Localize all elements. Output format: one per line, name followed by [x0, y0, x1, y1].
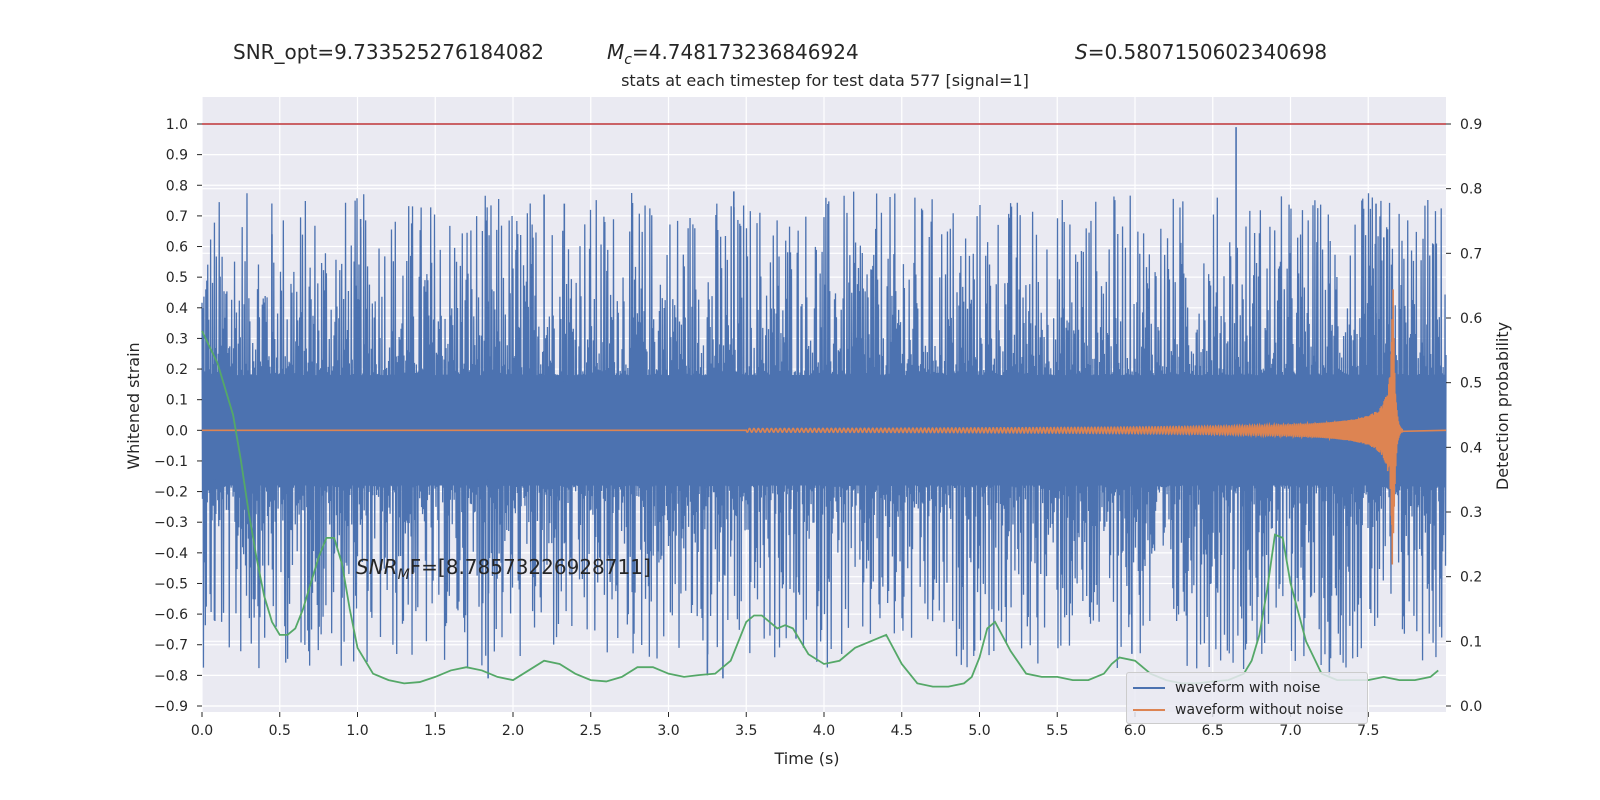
x-tick-label: 3.5 [735, 723, 757, 739]
x-tick-label: 7.0 [1279, 723, 1301, 739]
snr-mf-subscript: M [397, 567, 410, 583]
legend-swatch-clean [1133, 709, 1165, 711]
clean-trace [202, 289, 1447, 565]
left-y-tick-label: 1.0 [166, 117, 188, 133]
chirp-mass-value: =4.748173236846924 [631, 40, 859, 64]
right-y-axis-ticks: 0.9 0.8 0.7 0.6 0.5 0.4 0.3 0.2 0.1 0.0 [1446, 117, 1482, 715]
left-y-tick-label: 0.7 [166, 209, 188, 225]
left-y-tick-label: 0.0 [166, 423, 188, 439]
right-y-tick-label: 0.5 [1460, 376, 1482, 392]
left-y-tick-label: −0.3 [154, 515, 188, 531]
series-waveform-without-noise [202, 289, 1447, 565]
right-y-tick-label: 0.7 [1460, 246, 1482, 262]
left-y-tick-label: 0.5 [166, 270, 188, 286]
right-y-tick-label: 0.4 [1460, 440, 1482, 456]
left-y-tick-label: −0.9 [154, 699, 188, 715]
x-tick-label: 6.0 [1124, 723, 1146, 739]
s-statistic-label: S=0.5807150602340698 [1075, 40, 1327, 64]
left-y-tick-label: 0.4 [166, 301, 188, 317]
left-y-tick-label: −0.6 [154, 607, 188, 623]
x-tick-label: 4.0 [813, 723, 835, 739]
right-y-tick-label: 0.3 [1460, 505, 1482, 521]
legend-label-clean: waveform without noise [1175, 702, 1344, 718]
s-statistic-symbol: S [1075, 40, 1088, 64]
right-y-axis-label: Detection probability [1493, 322, 1512, 490]
x-tick-label: 3.0 [657, 723, 679, 739]
right-y-tick-label: 0.1 [1460, 634, 1482, 650]
right-y-tick-label: 0.8 [1460, 182, 1482, 198]
snr-mf-symbol: SNR [356, 555, 398, 579]
right-y-tick-label: 0.9 [1460, 117, 1482, 133]
legend-swatch-noise [1133, 687, 1165, 689]
left-y-tick-label: −0.1 [154, 454, 188, 470]
x-axis-label: Time (s) [773, 749, 839, 768]
x-tick-label: 5.5 [1046, 723, 1068, 739]
snr-mf-annotation: SNRMF=[8.78573226928711] [356, 555, 651, 583]
left-y-axis-label: Whitened strain [124, 342, 143, 469]
x-tick-label: 1.0 [346, 723, 368, 739]
x-tick-label: 2.5 [580, 723, 602, 739]
chirp-mass-symbol: M [607, 40, 625, 64]
snr-mf-value: F=[8.78573226928711] [409, 555, 651, 579]
x-tick-label: 1.5 [424, 723, 446, 739]
legend-item-clean: waveform without noise [1133, 700, 1343, 720]
left-y-tick-label: −0.7 [154, 638, 188, 654]
x-tick-label: 6.5 [1202, 723, 1224, 739]
right-y-tick-label: 0.2 [1460, 570, 1482, 586]
legend-label-noise: waveform with noise [1175, 680, 1321, 696]
chirp-mass-label: Mc=4.748173236846924 [607, 40, 859, 68]
left-y-tick-label: −0.4 [154, 546, 188, 562]
x-tick-label: 0.0 [191, 723, 213, 739]
x-tick-label: 4.5 [891, 723, 913, 739]
left-y-tick-label: −0.8 [154, 668, 188, 684]
x-tick-label: 5.0 [968, 723, 990, 739]
left-y-tick-label: 0.9 [166, 148, 188, 164]
x-tick-label: 2.0 [502, 723, 524, 739]
left-y-tick-label: 0.3 [166, 331, 188, 347]
legend-item-noise: waveform with noise [1133, 678, 1320, 698]
legend: waveform with noise waveform without noi… [1126, 672, 1368, 724]
left-y-tick-label: −0.5 [154, 576, 188, 592]
left-y-tick-label: −0.2 [154, 485, 188, 501]
chart-title: stats at each timestep for test data 577… [621, 71, 1029, 90]
s-statistic-value: =0.5807150602340698 [1087, 40, 1328, 64]
right-y-tick-label: 0.0 [1460, 699, 1482, 715]
left-y-tick-label: 0.2 [166, 362, 188, 378]
chirp-mass-subscript: c [624, 52, 632, 68]
left-y-tick-label: 0.8 [166, 178, 188, 194]
x-tick-label: 7.5 [1357, 723, 1379, 739]
x-tick-label: 0.5 [269, 723, 291, 739]
left-y-tick-label: 0.1 [166, 393, 188, 409]
left-y-axis-ticks: 1.0 0.9 0.8 0.7 0.6 0.5 0.4 0.3 0.2 0.1 0.0 −0.1 −0.… [154, 117, 202, 715]
right-y-tick-label: 0.6 [1460, 311, 1482, 327]
left-y-tick-label: 0.6 [166, 240, 188, 256]
snr-opt-label: SNR_opt=9.733525276184082 [233, 40, 545, 64]
